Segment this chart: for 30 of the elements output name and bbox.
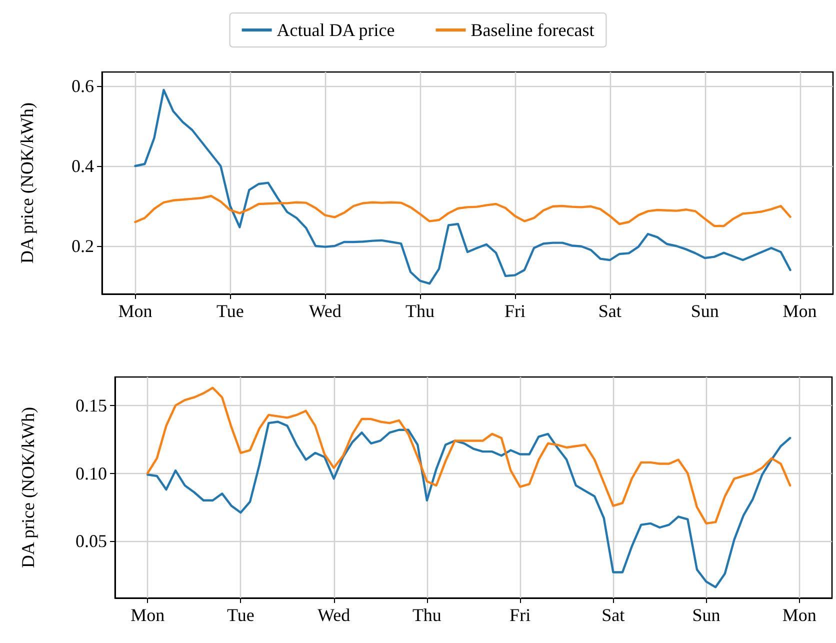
x-tick-label: Sat	[598, 301, 622, 321]
x-tick-label: Sat	[602, 605, 625, 625]
line-series	[146, 386, 792, 525]
x-tick-label: Sun	[692, 605, 720, 625]
x-tick-label: Tue	[216, 301, 244, 321]
x-tick-label: Wed	[318, 605, 350, 625]
x-tick-label: Tue	[227, 605, 254, 625]
x-tick-label: Mon	[130, 605, 165, 625]
y-axis-title: DA price (NOK/kWh)	[18, 407, 38, 568]
x-tick-label: Mon	[782, 301, 817, 321]
x-tick-label: Thu	[406, 301, 435, 321]
x-tick-label: Thu	[412, 605, 442, 625]
y-tick-label: 0.05	[76, 531, 107, 552]
line-series	[134, 88, 792, 285]
x-tick-label: Fri	[510, 605, 531, 625]
legend-label: Baseline forecast	[470, 20, 594, 40]
y-tick-label: 0.2	[72, 236, 94, 256]
x-tick-label: Mon	[782, 605, 816, 625]
line-series	[146, 420, 792, 588]
x-tick-label: Fri	[504, 301, 526, 321]
line-series	[134, 194, 792, 228]
x-tick-label: Sun	[690, 301, 719, 321]
y-tick-label: 0.10	[76, 463, 107, 484]
y-tick-label: 0.4	[72, 156, 94, 176]
x-tick-label: Mon	[118, 301, 152, 321]
x-tick-label: Wed	[308, 301, 342, 321]
y-tick-label: 0.6	[72, 76, 94, 96]
legend-label: Actual DA price	[276, 20, 395, 40]
y-tick-label: 0.15	[76, 395, 107, 416]
y-axis-title: DA price (NOK/kWh)	[17, 102, 37, 264]
